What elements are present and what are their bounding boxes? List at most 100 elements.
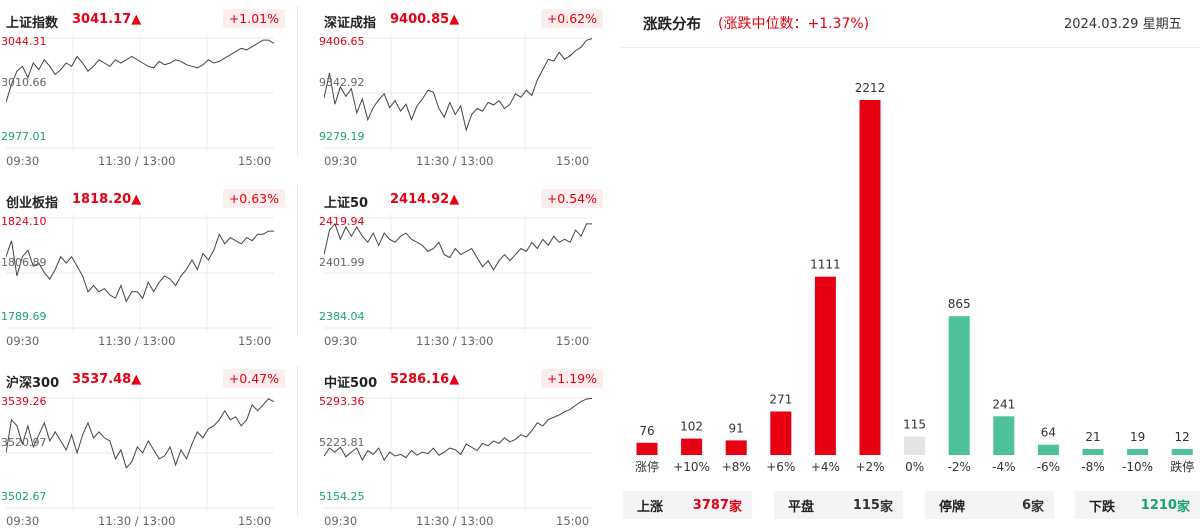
intraday-line-chart [324,394,592,512]
bar[interactable] [1127,449,1149,455]
bar-value-label: 2212 [855,81,886,95]
index-name[interactable]: 上证指数 [6,16,59,31]
bar[interactable] [1082,449,1104,455]
bar[interactable] [1171,449,1193,455]
x-start-label: 09:30 [324,334,358,348]
index-name[interactable]: 上证50 [324,196,369,211]
intraday-line-chart [324,34,592,152]
x-mid-label: 11:30 / 13:00 [416,334,494,348]
summary-label: 下跌 [1089,499,1116,515]
index-value: 3537.48▲ [72,372,142,387]
intraday-line-chart [6,394,274,512]
summary-label: 停牌 [939,499,966,515]
index-header: 上证50 2414.92▲ +0.54% [318,184,603,211]
index-value: 2414.92▲ [390,192,460,207]
panel-divider [297,186,298,336]
panel-divider [297,6,298,156]
index-header: 创业板指 1818.20▲ +0.63% [0,184,285,211]
bar-value-label: 21 [1085,430,1100,444]
index-name[interactable]: 创业板指 [6,196,59,211]
distribution-bar-chart: 76 涨停 102 +10% 91 +8% 271 +6% 1111 +4% 2212 +2% 115 0… [635,81,1194,474]
x-mid-label: 11:30 / 13:00 [98,334,176,348]
x-start-label: 09:30 [6,334,40,348]
x-end-label: 15:00 [556,154,590,168]
index-header: 沪深300 3537.48▲ +0.47% [0,364,285,391]
index-value: 3041.17▲ [72,12,142,27]
index-panel[interactable]: 创业板指 1818.20▲ +0.63% 1824.10 1806.89 178… [0,184,285,352]
bar[interactable] [770,411,792,456]
bar-value-label: 12 [1175,430,1190,444]
bar-value-label: 64 [1041,426,1056,440]
index-name[interactable]: 中证500 [324,376,378,391]
index-header: 深证成指 9400.85▲ +0.62% [318,4,603,31]
intraday-line-chart [324,214,592,332]
index-change-badge: +0.63% [222,189,285,208]
index-price-line [6,398,274,469]
category-label: +2% [855,460,884,474]
summary-value: 3787 [692,497,729,513]
index-change-badge: +0.62% [540,9,603,28]
index-change-badge: +1.01% [222,9,285,28]
distribution-title: 涨跌分布 [643,17,701,33]
category-label: -4% [992,460,1015,474]
index-header: 上证指数 3041.17▲ +1.01% [0,4,285,31]
summary-value: 115 [852,497,880,513]
summary-stat: 下跌 1210 家 [1075,491,1200,519]
bar[interactable] [993,416,1015,455]
summary-label: 平盘 [788,499,815,515]
x-mid-label: 11:30 / 13:00 [98,154,176,168]
distribution-date: 2024.03.29 星期五 [1064,17,1182,32]
summary-label: 上涨 [637,499,664,515]
x-mid-label: 11:30 / 13:00 [98,514,176,528]
index-panel[interactable]: 沪深300 3537.48▲ +0.47% 3539.26 3520.97 35… [0,364,285,532]
category-label: 涨停 [635,459,659,474]
index-name[interactable]: 沪深300 [6,376,60,391]
index-panel[interactable]: 上证50 2414.92▲ +0.54% 2419.94 2401.99 238… [318,184,603,352]
x-end-label: 15:00 [238,514,272,528]
bar-value-label: 115 [903,418,926,432]
index-name[interactable]: 深证成指 [324,16,377,31]
summary-value: 6 [1021,497,1031,513]
bar-value-label: 865 [948,297,971,311]
bar[interactable] [859,100,881,455]
bar[interactable] [636,442,658,455]
header-divider [620,47,1200,48]
x-end-label: 15:00 [238,334,272,348]
bar[interactable] [681,438,703,455]
bar-value-label: 19 [1130,430,1145,444]
category-label: -2% [948,460,971,474]
summary-unit: 家 [1176,499,1190,515]
index-panel[interactable]: 深证成指 9400.85▲ +0.62% 9406.65 9342.92 927… [318,4,603,172]
index-change-badge: +0.47% [222,369,285,388]
bar-value-label: 91 [729,421,744,435]
index-price-line [324,222,592,271]
summary-unit: 家 [728,499,742,515]
category-label: +10% [673,460,710,474]
index-change-badge: +1.19% [540,369,603,388]
index-price-line [6,230,274,303]
panel-divider [297,366,298,516]
summary-value: 1210 [1140,497,1177,513]
category-label: -8% [1081,460,1104,474]
x-start-label: 09:30 [6,514,40,528]
x-end-label: 15:00 [556,334,590,348]
index-panel[interactable]: 中证500 5286.16▲ +1.19% 5293.36 5223.81 51… [318,364,603,532]
bar[interactable] [904,436,926,456]
index-header: 中证500 5286.16▲ +1.19% [318,364,603,391]
index-panel[interactable]: 上证指数 3041.17▲ +1.01% 3044.31 3010.66 297… [0,4,285,172]
intraday-line-chart [6,214,274,332]
index-price-line [324,38,592,132]
bar[interactable] [1037,444,1059,455]
bar[interactable] [948,316,970,455]
index-price-line [6,39,274,103]
x-start-label: 09:30 [6,154,40,168]
bar[interactable] [725,440,747,455]
distribution-median: (涨跌中位数：+1.37%) [718,16,870,32]
bar-value-label: 241 [992,397,1015,411]
index-value: 5286.16▲ [390,372,460,387]
bar-value-label: 271 [769,393,792,407]
bar[interactable] [814,276,836,455]
bar-value-label: 1111 [810,258,841,272]
summary-stat: 上涨 3787 家 [623,491,752,519]
category-label: -10% [1122,460,1153,474]
